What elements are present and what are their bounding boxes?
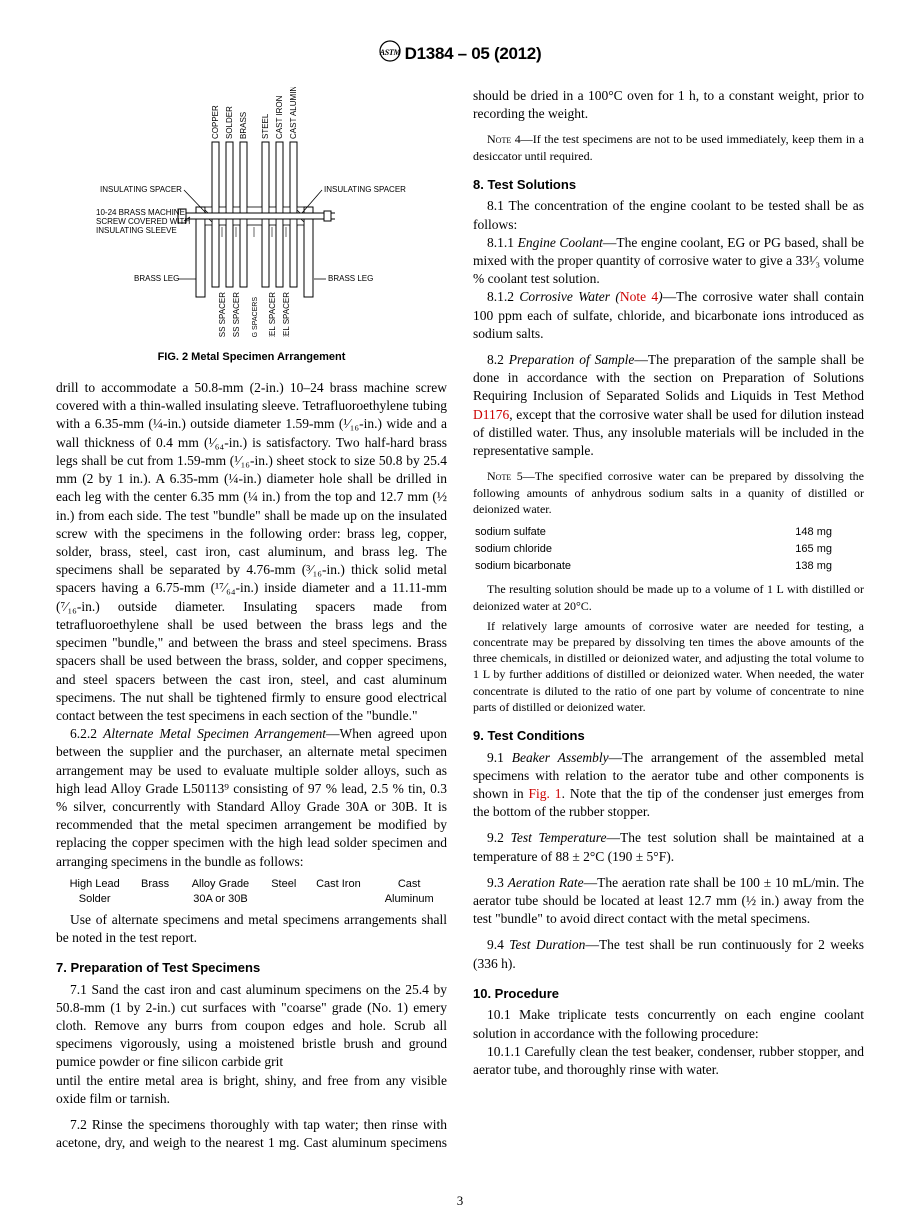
svg-text:STEEL SPACER: STEEL SPACER [268,292,277,337]
para-812: 8.1.2 Corrosive Water (Note 4)—The corro… [473,288,864,343]
svg-text:INSULATING SPACERS: INSULATING SPACERS [252,297,259,337]
salt-table: sodium sulfate148 mg sodium chloride165 … [473,523,864,576]
para-81: 8.1 The concentration of the engine cool… [473,197,864,233]
para-101: 10.1 Make triplicate tests concurrently … [473,1006,864,1042]
svg-text:ASTM: ASTM [379,48,401,57]
para-92: 9.2 Test Temperature—The test solution s… [473,829,864,865]
section-8: 8. Test Solutions [473,176,864,194]
d1176-link[interactable]: D1176 [473,407,509,422]
bundle-table: High LeadSolder Brass Alloy Grade30A or … [56,875,447,909]
para-811: 8.1.1 Engine Coolant—The engine coolant,… [473,234,864,289]
svg-text:INSULATING SPACER: INSULATING SPACER [324,185,406,194]
figure-caption: FIG. 2 Metal Specimen Arrangement [56,350,447,365]
svg-text:INSULATING SPACER: INSULATING SPACER [100,185,182,194]
fig1-link[interactable]: Fig. 1 [529,786,562,801]
note4-link[interactable]: Note 4 [620,289,658,304]
astm-logo: ASTM [379,40,401,69]
section-9: 9. Test Conditions [473,727,864,745]
note-5: Note 5—The specified corrosive water can… [473,468,864,517]
page-header: ASTM D1384 – 05 (2012) [56,40,864,69]
svg-text:BRASS: BRASS [239,112,248,139]
para-91: 9.1 Beaker Assembly—The arrangement of t… [473,749,864,822]
section-10: 10. Procedure [473,985,864,1003]
designation-text: D1384 – 05 (2012) [405,44,542,63]
para-622-tail: Use of alternate specimens and metal spe… [56,911,447,947]
para-71: 7.1 Sand the cast iron and cast aluminum… [56,981,447,1072]
svg-text:BRASS LEG: BRASS LEG [134,274,179,283]
specimen-diagram: COPPER SOLDER BRASS STEEL CAST IRON CAST… [92,87,412,337]
svg-text:BRASS SPACER: BRASS SPACER [218,292,227,337]
svg-text:INSULATING SLEEVE: INSULATING SLEEVE [96,226,177,235]
svg-text:SOLDER: SOLDER [225,106,234,139]
note-4: Note 4—If the test specimens are not to … [473,131,864,163]
svg-text:STEEL: STEEL [261,113,270,139]
svg-text:COPPER: COPPER [211,105,220,139]
content-columns: COPPER SOLDER BRASS STEEL CAST IRON CAST… [56,87,864,1177]
para-94: 9.4 Test Duration—The test shall be run … [473,936,864,972]
svg-text:BRASS LEG: BRASS LEG [328,274,373,283]
para-drill: drill to accommodate a 50.8-mm (2-in.) 1… [56,379,447,725]
figure-2: COPPER SOLDER BRASS STEEL CAST IRON CAST… [56,87,447,365]
svg-text:SCREW COVERED WITH: SCREW COVERED WITH [96,217,190,226]
para-1011: 10.1.1 Carefully clean the test beaker, … [473,1043,864,1079]
para-622: 6.2.2 Alternate Metal Specimen Arrangeme… [56,725,447,871]
svg-text:CAST IRON: CAST IRON [275,95,284,139]
svg-text:10-24 BRASS MACHINE: 10-24 BRASS MACHINE [96,208,185,217]
svg-text:CAST ALUMINUM: CAST ALUMINUM [289,87,298,139]
svg-text:BRASS SPACER: BRASS SPACER [232,292,241,337]
para-82: 8.2 Preparation of Sample—The preparatio… [473,351,864,460]
svg-text:STEEL SPACER: STEEL SPACER [282,292,291,337]
note-5c: If relatively large amounts of corrosive… [473,618,864,715]
section-7: 7. Preparation of Test Specimens [56,959,447,977]
para-93: 9.3 Aeration Rate—The aeration rate shal… [473,874,864,929]
para-71-cont: until the entire metal area is bright, s… [56,1072,447,1108]
note-5b: The resulting solution should be made up… [473,581,864,613]
page-number: 3 [0,1192,920,1210]
